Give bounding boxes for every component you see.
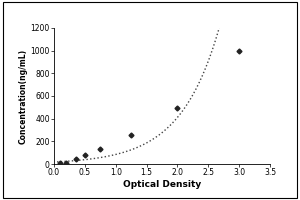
Y-axis label: Concentration(ng/mL): Concentration(ng/mL)	[19, 48, 28, 144]
X-axis label: Optical Density: Optical Density	[123, 180, 201, 189]
